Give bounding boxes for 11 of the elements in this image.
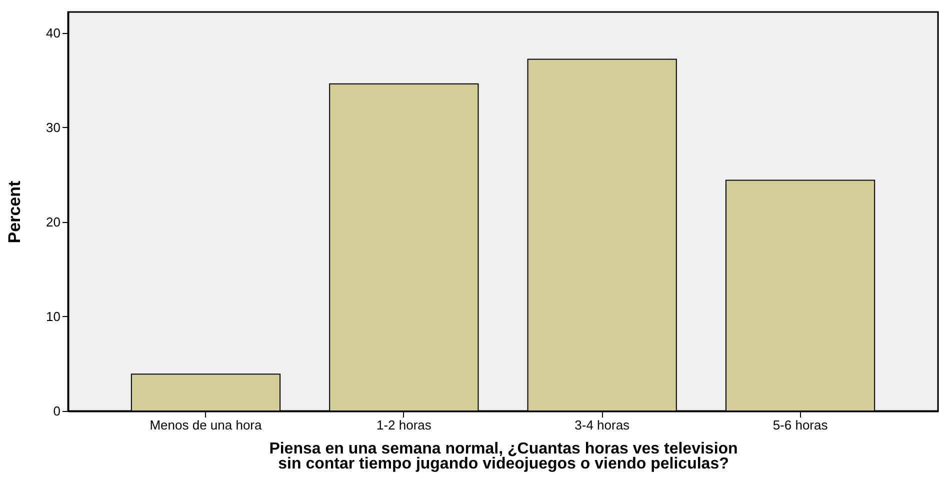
y-tick-label: 10 [46, 308, 60, 324]
y-tick-label: 20 [46, 214, 60, 230]
x-tick-label: 1-2 horas [376, 418, 432, 432]
y-tick-label: 40 [46, 25, 60, 40]
y-tick-label: 0 [53, 404, 60, 418]
x-tick-label: Menos de una hora [150, 418, 263, 432]
x-tick-label: 3-4 horas [574, 418, 630, 432]
x-tick-label: 5-6 horas [772, 418, 828, 432]
y-axis-title: Percent [5, 180, 24, 244]
x-axis-title: Piensa en una semana normal, ¿Cuantas horas ves television sin contar tiempo jugando videojuegos o viendo peliculas? [269, 440, 738, 472]
y-tick-label: 30 [46, 120, 60, 135]
